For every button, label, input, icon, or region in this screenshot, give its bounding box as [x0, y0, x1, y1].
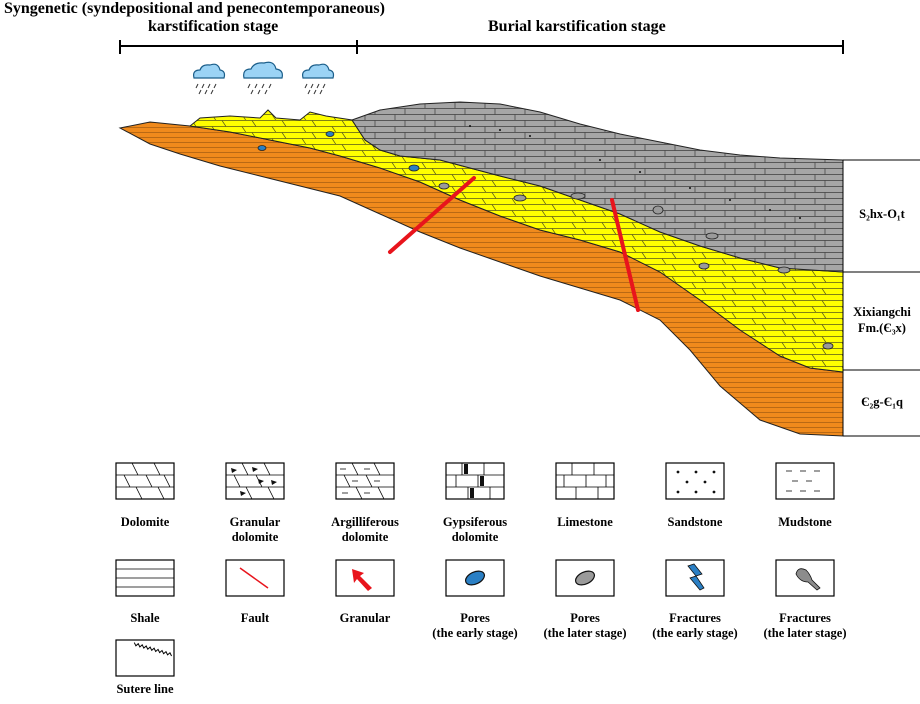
suture-line-icon	[133, 642, 173, 657]
legend-label-line: Granular	[229, 515, 281, 529]
legend-item: Shale	[75, 603, 215, 626]
legend-label: Limestone	[515, 515, 655, 530]
legend-item: Sandstone	[625, 507, 765, 530]
shale-pattern	[116, 568, 174, 588]
stage-range-bar	[119, 40, 844, 54]
rain-cloud-icon	[193, 61, 335, 95]
fault-lines	[388, 176, 640, 312]
legend-label: Granular	[295, 611, 435, 626]
legend-label: Sutere line	[75, 682, 215, 697]
legend-label: Shale	[75, 611, 215, 626]
legend-label-line: Fractures	[669, 611, 721, 625]
legend-item: Argilliferous dolomite	[295, 507, 435, 545]
legend-label-line: Granular	[339, 611, 391, 625]
legend-label: Sandstone	[625, 515, 765, 530]
legend-label-line: dolomite	[341, 530, 389, 544]
legend-label-line: Pores	[460, 611, 490, 625]
legend-label: Dolomite	[75, 515, 215, 530]
early-fracture-icon	[687, 563, 705, 591]
mudstone-pattern	[786, 470, 820, 492]
unit-label-middle-line2: Fm.(Є₃x)	[858, 321, 906, 335]
legend-label: Argilliferous dolomite	[295, 515, 435, 545]
unit-label-lower: Є₂g-Є₁q	[861, 395, 903, 409]
legend-item: Fault	[185, 603, 325, 626]
legend-label-line: Sandstone	[667, 515, 723, 529]
legend-item: Gypsiferous dolomite	[405, 507, 545, 545]
legend-label: Fault	[185, 611, 325, 626]
burial-stage-title: Burial karstification stage	[488, 18, 666, 35]
legend-label: Mudstone	[735, 515, 875, 530]
legend-label-line: Fault	[240, 611, 270, 625]
sandstone-pattern	[676, 470, 716, 494]
legend-item: Sutere line	[75, 682, 215, 697]
early-pore-icon	[464, 570, 486, 586]
legend-label-line: (the later stage)	[543, 626, 627, 640]
legend-label-line: Dolomite	[120, 515, 170, 529]
legend-item: Mudstone	[735, 507, 875, 530]
legend-label-line: (the later stage)	[763, 626, 847, 640]
granular-dolomite-marks	[231, 467, 277, 496]
unit-label-middle-line1: Xixiangchi	[853, 305, 911, 319]
syngenetic-stage-title-line1: Syngenetic (syndepositional and penecont…	[4, 0, 385, 17]
gypsiferous-dolomite-marks	[464, 464, 484, 498]
legend-label-line: Gypsiferous	[442, 515, 508, 529]
syngenetic-stage-title-line2: karstification stage	[148, 18, 279, 35]
legend-label: Granular dolomite	[185, 515, 325, 545]
legend-item: Limestone	[515, 507, 655, 530]
unit-label-middle: Xixiangchi Fm.(Є₃x)	[844, 304, 920, 336]
legend-patterns	[116, 462, 821, 657]
legend-label-line: dolomite	[231, 530, 279, 544]
gypsiferous-dolomite-pattern	[446, 463, 504, 499]
legend-label: Pores (the early stage)	[405, 611, 545, 641]
fault-icon	[239, 567, 269, 589]
legend-label-line: Mudstone	[778, 515, 832, 529]
unit-column	[842, 159, 920, 437]
upper-strata	[351, 101, 844, 273]
unit-label-upper: S₂hx-O₁t	[859, 207, 905, 221]
legend-label: Gypsiferous dolomite	[405, 515, 545, 545]
legend-item: Pores (the early stage)	[405, 603, 545, 641]
legend-label-line: dolomite	[451, 530, 499, 544]
legend-label: Fractures (the early stage)	[625, 611, 765, 641]
legend-label-line: (the early stage)	[652, 626, 738, 640]
legend-label-line: Fractures	[779, 611, 831, 625]
legend-item: Pores (the later stage)	[515, 603, 655, 641]
legend-item: Fractures (the later stage)	[735, 603, 875, 641]
legend-label-line: Shale	[130, 611, 160, 625]
later-fracture-icon	[795, 568, 821, 591]
dolomite-pattern	[116, 462, 174, 500]
legend-item: Fractures (the early stage)	[625, 603, 765, 641]
legend-label: Pores (the later stage)	[515, 611, 655, 641]
argilliferous-dolomite-pattern	[336, 462, 394, 500]
pore-marks	[257, 131, 834, 350]
legend-item: Granular dolomite	[185, 507, 325, 545]
legend-label-line: Pores	[570, 611, 600, 625]
legend-label-line: (the early stage)	[432, 626, 518, 640]
legend-label-line: Argilliferous	[331, 515, 399, 529]
granular-arrow-icon	[352, 569, 372, 591]
later-pore-icon	[574, 570, 596, 586]
legend-label-line: Sutere line	[116, 682, 174, 696]
legend-boxes	[115, 462, 835, 677]
legend-label-line: Limestone	[557, 515, 613, 529]
legend-label: Fractures (the later stage)	[735, 611, 875, 641]
legend-item: Granular	[295, 603, 435, 626]
legend-item: Dolomite	[75, 507, 215, 530]
limestone-pattern	[556, 463, 614, 499]
